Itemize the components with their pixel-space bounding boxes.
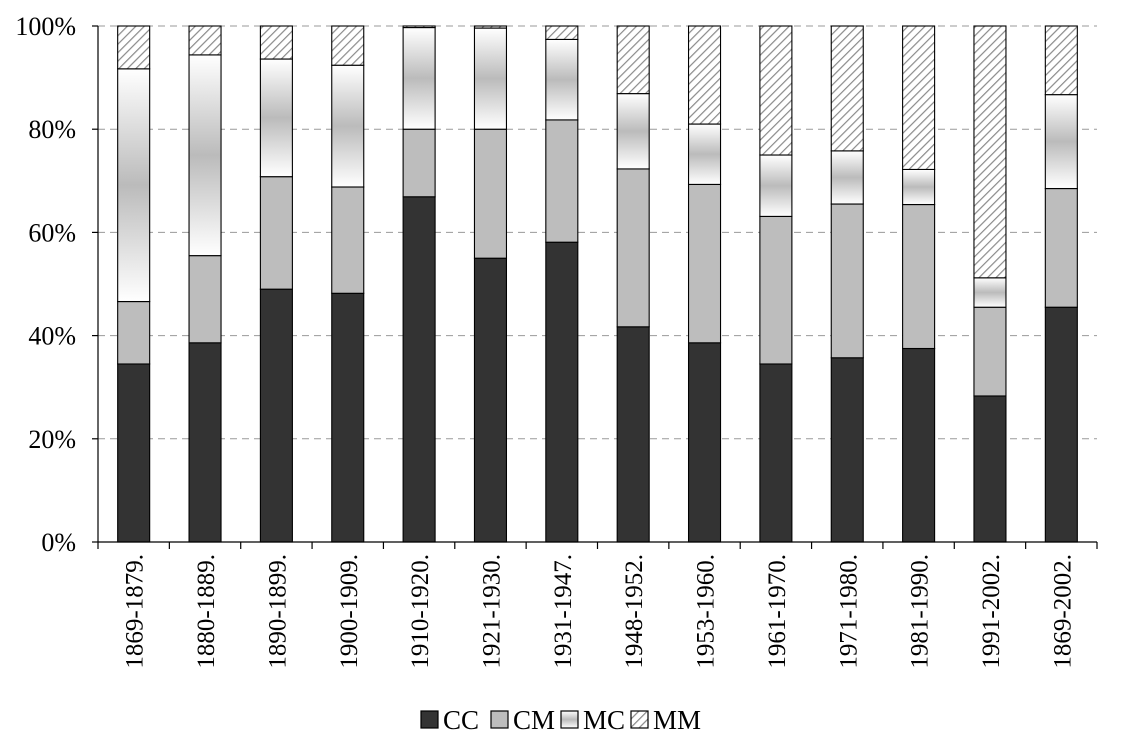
bar-segment-mc (616, 93, 650, 170)
bar-segment-mc (902, 168, 936, 206)
bar-segment-cc (1044, 306, 1078, 543)
bar-segment-cm (687, 183, 722, 344)
bar-segment-mc (759, 154, 793, 217)
bar-segment-cm (117, 300, 151, 365)
bar-segment-mc (331, 64, 365, 188)
bar-segment-cc (188, 342, 222, 543)
bar-segment-cc (902, 347, 936, 543)
y-tick-label: 80% (28, 115, 76, 144)
x-tick-label: 1991-2002. (978, 554, 1005, 669)
y-tick-label: 100% (15, 12, 76, 41)
y-tick-label: 40% (28, 322, 76, 351)
bar-segment-mm (1044, 25, 1078, 96)
bar-segment-mm (973, 25, 1007, 279)
bar-segment-cm (331, 186, 365, 294)
bar-segment-mm (259, 25, 293, 60)
legend-swatch-cc (420, 710, 439, 729)
bar-segment-mm (331, 25, 365, 66)
bar-segment-cc (973, 395, 1007, 543)
bar-segment-cm (616, 168, 650, 328)
bar-segment-cm (759, 215, 793, 365)
x-tick-label: 1981-1990. (907, 554, 934, 669)
bar-segment-mc (473, 27, 508, 130)
bar-segment-cc (473, 257, 508, 543)
bar-segment-cc (616, 326, 650, 543)
bar-segment-mc (1044, 94, 1078, 190)
x-tick-label: 1948-1952. (621, 554, 648, 669)
y-tick-label: 20% (28, 425, 76, 454)
bar-segment-mc (402, 26, 436, 130)
x-tick-label: 1953-1960. (693, 554, 720, 669)
bar-segment-cc (759, 363, 793, 543)
y-tick-labels: 0% 20% 40% 60% 80% 100% (15, 12, 76, 557)
bar-segment-mc (687, 123, 722, 185)
bar-segment-mm (902, 25, 936, 170)
bar-segment-mc (545, 38, 579, 121)
gridlines (98, 25, 1097, 440)
bar-segment-cm (973, 306, 1007, 397)
bar-segment-cc (402, 196, 436, 543)
legend-label-mc: MC (583, 705, 625, 735)
bar-segment-mm (687, 25, 722, 125)
bar-segment-mc (188, 54, 222, 257)
x-tick-label: 1971-1980. (835, 554, 862, 669)
bar-segment-mm (545, 25, 579, 40)
bar-segment-cc (259, 288, 293, 543)
x-tick-label: 1900-1909. (336, 554, 363, 669)
bar-segment-mm (402, 25, 436, 29)
legend-swatch-mm (630, 710, 649, 729)
bar-segment-mm (473, 25, 508, 29)
bar-segment-mm (616, 25, 650, 95)
y-tick-label: 0% (41, 528, 76, 557)
bar-segment-mc (830, 150, 864, 205)
bar-segment-mm (830, 25, 864, 152)
legend-label-mm: MM (653, 705, 701, 735)
bar-segment-cm (545, 119, 579, 243)
axes (92, 25, 1098, 549)
bar-segment-cm (259, 176, 293, 290)
x-tick-label: 1869-1879. (122, 554, 149, 669)
x-tick-label: 1961-1970. (764, 554, 791, 669)
bar-segment-cm (1044, 187, 1078, 308)
x-tick-label: 1869-2002. (1049, 554, 1076, 669)
bar-segment-mc (259, 58, 293, 178)
bar-segment-mc (973, 277, 1007, 308)
bar-segment-cm (473, 128, 508, 259)
x-tick-label: 1880-1889. (193, 554, 220, 669)
bar-segment-cc (117, 363, 151, 543)
bar-segment-cc (830, 357, 864, 543)
x-tick-label: 1931-1947. (550, 554, 577, 669)
bar-segment-cc (545, 241, 579, 543)
bar-segment-mm (188, 25, 222, 56)
x-tick-label: 1890-1899. (264, 554, 291, 669)
bar-segment-cm (188, 255, 222, 344)
bar-segment-cm (402, 128, 436, 198)
x-tick-label: 1921-1930. (478, 554, 505, 669)
legend-label-cc: CC (443, 705, 479, 735)
legend-label-cm: CM (513, 705, 555, 735)
bar-segment-cc (687, 342, 722, 543)
bar-segment-mc (117, 68, 151, 303)
bar-segment-cm (830, 203, 864, 359)
x-tick-labels: 1869-1879. 1880-1889. 1890-1899. 1900-1909.… (122, 554, 1077, 669)
y-tick-label: 60% (28, 218, 76, 247)
legend: CC CM MC MM (420, 705, 701, 735)
bars (117, 25, 1078, 543)
legend-swatch-mc (560, 710, 579, 729)
bar-segment-mm (117, 25, 151, 70)
bar-segment-cc (331, 292, 365, 543)
bar-segment-cm (902, 203, 936, 350)
bar-segment-mm (759, 25, 793, 156)
legend-swatch-cm (490, 710, 509, 729)
x-tick-label: 1910-1920. (407, 554, 434, 669)
